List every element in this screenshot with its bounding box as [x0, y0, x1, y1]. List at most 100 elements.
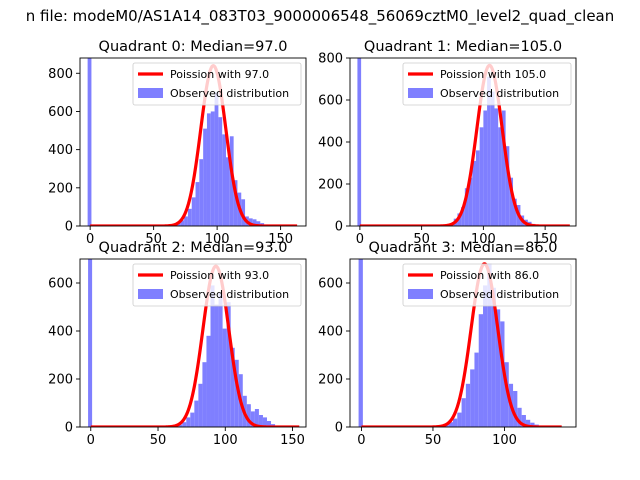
histogram-bar	[448, 422, 453, 427]
histogram-bar	[266, 421, 272, 427]
panel-title: Quadrant 1: Median=105.0	[364, 39, 562, 55]
histogram-bar	[187, 208, 192, 226]
histogram-bar	[517, 407, 522, 427]
histogram-bar	[513, 198, 517, 226]
histogram-bar	[490, 91, 495, 226]
histogram-bar	[509, 177, 514, 226]
histogram-bar	[87, 58, 92, 226]
histogram-bar	[206, 335, 211, 427]
histogram-bar	[525, 419, 531, 427]
histogram-bar	[199, 159, 204, 226]
x-tick-label: 0	[87, 433, 95, 448]
histogram-bar	[452, 418, 458, 427]
histogram-bar	[250, 411, 255, 427]
histogram-bar	[464, 188, 469, 226]
legend: Poission with 93.0 Observed distribution	[132, 263, 302, 307]
legend-poisson-label: Poission with 86.0	[440, 269, 539, 282]
legend-observed-swatch	[408, 88, 433, 98]
panel-title: Quadrant 0: Median=97.0	[99, 39, 288, 55]
quadrant-3-panel: 0 50 100 0 200 400 600 Quadrant 3: Median=86.0 P…	[318, 240, 577, 448]
histogram-bar	[218, 292, 223, 427]
x-tick-label: 150	[268, 232, 293, 247]
y-tick-label: 600	[318, 277, 343, 292]
histogram-bar	[246, 404, 251, 427]
histogram-bar	[530, 422, 535, 427]
histogram-bar	[358, 259, 363, 427]
y-tick-label: 800	[48, 67, 73, 82]
histogram-bar	[487, 76, 491, 226]
histogram-bar	[483, 110, 488, 226]
histogram-bar	[262, 417, 267, 427]
legend-box	[402, 62, 572, 106]
histogram-bar	[190, 412, 195, 427]
histogram-bar	[206, 113, 211, 226]
y-tick-label: 600	[48, 105, 73, 120]
data-layer	[88, 259, 301, 427]
x-tick-label: 150	[280, 433, 305, 448]
histogram-bar	[252, 219, 257, 226]
legend-observed-label: Observed distribution	[440, 288, 559, 301]
histogram-bar	[504, 362, 509, 427]
histogram-bar	[491, 287, 496, 427]
histogram-bar	[513, 391, 518, 427]
legend: Poission with 97.0 Observed distribution	[132, 62, 302, 106]
histogram-bar	[210, 111, 215, 226]
y-tick-label: 0	[335, 220, 343, 235]
histogram-bar	[248, 218, 253, 226]
axes-frame	[349, 258, 577, 428]
y-tick-label: 400	[318, 136, 343, 151]
data-layer	[358, 259, 563, 427]
legend-observed-swatch	[408, 289, 433, 299]
histogram-bar	[475, 150, 480, 226]
quadrant-2-panel: 0 50 100 150 0 200 400 600 Quadrant 2: Median=93…	[48, 240, 307, 448]
panel-title: Quadrant 3: Median=86.0	[369, 240, 558, 256]
histogram-bar	[191, 197, 196, 226]
histogram-bar	[184, 216, 188, 226]
histogram-bar	[258, 415, 263, 427]
legend-poisson-label: Poission with 93.0	[170, 269, 269, 282]
histogram-bar	[222, 134, 227, 226]
x-tick-label: 0	[86, 232, 94, 247]
histogram-bar	[498, 127, 502, 226]
x-tick-label: 50	[150, 433, 167, 448]
y-tick-label: 200	[48, 373, 73, 388]
histogram-bar	[202, 362, 207, 427]
x-tick-label: 100	[205, 232, 230, 247]
histogram-bar	[194, 400, 199, 427]
x-tick-label: 0	[357, 433, 365, 448]
legend-observed-label: Observed distribution	[170, 87, 289, 100]
x-tick-label: 100	[213, 433, 238, 448]
histogram-bar	[494, 108, 499, 226]
histogram-bar	[256, 221, 261, 226]
histogram-bar	[241, 199, 246, 226]
histogram-bar	[195, 182, 200, 226]
legend-observed-swatch	[138, 88, 163, 98]
y-tick-label: 0	[335, 421, 343, 436]
histogram-bar	[487, 263, 492, 427]
histogram-bar	[230, 347, 235, 427]
histogram-bar	[468, 177, 473, 226]
histogram-bar	[218, 117, 223, 226]
histogram-bar	[470, 369, 475, 427]
legend: Poission with 86.0 Observed distribution	[402, 263, 572, 307]
histogram-bar	[233, 180, 238, 226]
histogram-bar	[214, 304, 219, 427]
histogram-bar	[254, 409, 259, 427]
legend-box	[132, 263, 302, 307]
histogram-bar	[461, 398, 466, 427]
histogram-bar	[479, 127, 484, 226]
histogram-bar	[501, 110, 506, 226]
histogram-bar	[88, 259, 93, 427]
y-tick-label: 600	[318, 94, 343, 109]
quadrant-1-panel: 0 50 100 150 0 200 400 600 800 Quadrant 1: Median…	[318, 39, 577, 247]
histogram-bar	[457, 412, 462, 427]
histogram-bar	[226, 302, 231, 427]
histogram-bar	[474, 352, 479, 427]
histogram-bar	[500, 321, 505, 427]
histogram-bar	[234, 359, 239, 427]
legend-box	[132, 62, 302, 106]
suptitle: n file: modeM0/AS1A14_083T03_9000006548_…	[26, 7, 615, 26]
histogram-bar	[505, 146, 510, 226]
histogram-bar	[203, 128, 207, 226]
x-tick-label: 100	[492, 433, 517, 448]
